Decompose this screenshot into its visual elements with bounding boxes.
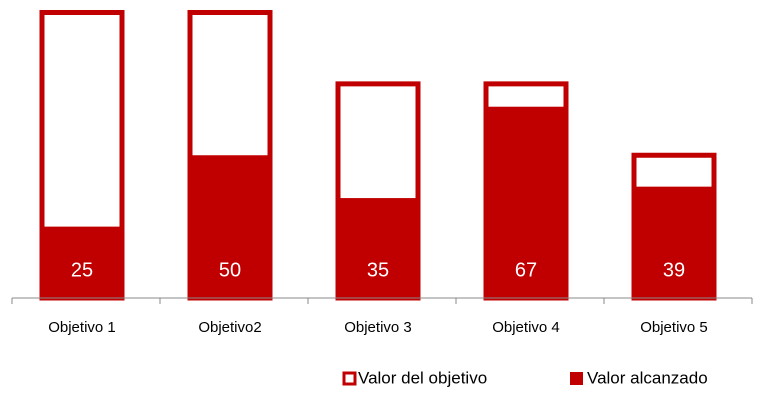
legend-label: Valor del objetivo: [358, 368, 487, 387]
achieved-bar: [631, 186, 717, 298]
legend-label: Valor alcanzado: [587, 368, 708, 387]
x-tick-label: Objetivo2: [198, 319, 261, 336]
x-tick-label: Objetivo 5: [640, 319, 708, 336]
x-tick-label: Objetivo 4: [492, 319, 560, 336]
data-label: 39: [663, 259, 685, 281]
x-tick-label: Objetivo 1: [48, 319, 116, 336]
achieved-bar: [483, 106, 569, 298]
data-label: 25: [71, 259, 93, 281]
data-label: 50: [219, 259, 241, 281]
legend-swatch: [342, 371, 357, 386]
data-label: 35: [367, 259, 389, 281]
achieved-bar: [39, 226, 125, 298]
achieved-bar: [335, 198, 421, 298]
data-label: 67: [515, 259, 537, 281]
x-tick-label: Objetivo 3: [344, 319, 412, 336]
achieved-bar: [187, 155, 273, 298]
legend-swatch: [570, 372, 583, 385]
